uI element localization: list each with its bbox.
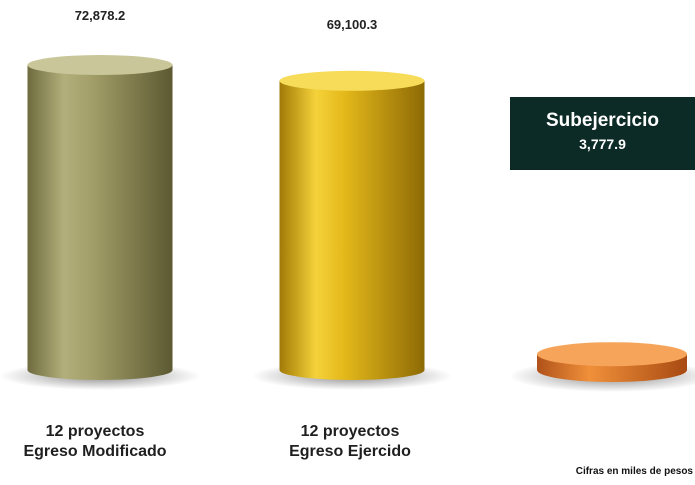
value-label-1: 72,878.2 (75, 8, 126, 23)
bar-top-1 (27, 55, 173, 75)
category-label-1-line1: 12 proyectos (45, 423, 145, 440)
category-label-1-line2: Egreso Modificado (23, 443, 167, 460)
subejercicio-callout: Subejercicio 3,777.9 (510, 97, 695, 170)
value-label-2: 69,100.3 (327, 17, 378, 32)
callout-value: 3,777.9 (579, 136, 626, 152)
category-label-2-line2: Egreso Ejercido (289, 443, 411, 460)
bar-1 (0, 55, 201, 390)
bar-body-2 (279, 80, 425, 380)
category-label-1: 12 proyectos Egreso Modificado (5, 422, 185, 462)
category-label-2-line1: 12 proyectos (300, 423, 400, 440)
callout-title: Subejercicio (546, 110, 659, 131)
bar-3 (509, 342, 695, 392)
units-note: Cifras en miles de pesos (575, 466, 693, 477)
category-label-2: 12 proyectos Egreso Ejercido (260, 422, 440, 462)
bar-top-2 (279, 70, 425, 91)
bar-top-3 (537, 342, 687, 367)
bar-body-1 (27, 65, 173, 380)
bar-2 (251, 70, 453, 390)
